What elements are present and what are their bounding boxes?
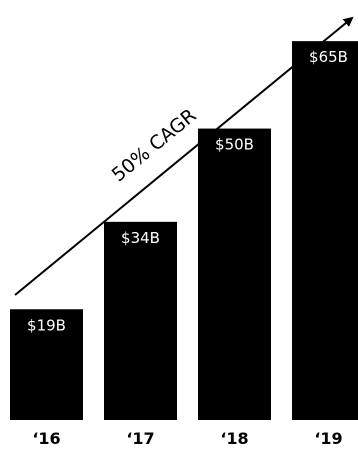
cagr-annotation: 50% CAGR	[108, 104, 201, 186]
bar-value-label-2: $50B	[215, 136, 254, 154]
x-tick-label-1: ‘17	[126, 429, 154, 448]
x-axis-tick-labels: ‘16 ‘17 ‘18 ‘19	[32, 429, 342, 448]
bars-layer	[10, 41, 358, 421]
bar-2	[198, 128, 271, 421]
x-tick-label-3: ‘19	[314, 429, 342, 448]
x-tick-label-0: ‘16	[32, 429, 60, 448]
bar-0	[10, 309, 83, 420]
bar-value-labels: $19B $34B $50B $65B	[27, 48, 348, 334]
bar-value-label-1: $34B	[121, 229, 160, 247]
x-tick-label-2: ‘18	[220, 429, 248, 448]
bar-1	[104, 221, 177, 420]
bar-3	[292, 41, 358, 421]
bar-value-label-3: $65B	[309, 48, 348, 66]
growth-arrow	[14, 16, 354, 296]
bar-value-label-0: $19B	[27, 316, 66, 334]
